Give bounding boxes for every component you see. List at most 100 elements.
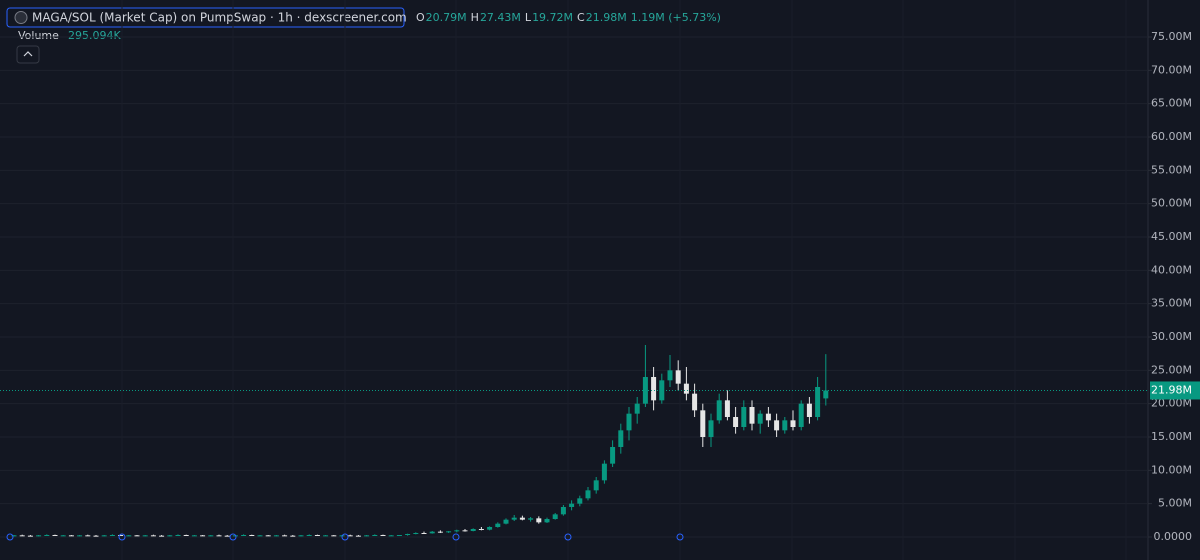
ohlc-key: O: [416, 11, 425, 24]
candle-body: [708, 420, 714, 437]
candle-body: [109, 535, 115, 536]
candle-body: [798, 403, 804, 427]
candle-body: [765, 413, 771, 421]
candle-body: [724, 400, 730, 417]
y-tick-label: 45.00M: [1151, 230, 1192, 243]
candle-body: [413, 533, 419, 534]
candle-body: [675, 370, 681, 384]
y-tick-label: 40.00M: [1151, 263, 1192, 276]
candle-body: [388, 535, 394, 537]
candle-body: [757, 413, 763, 424]
candle-body: [331, 535, 337, 537]
candle-body: [282, 535, 288, 537]
candle-body: [150, 535, 156, 537]
candle-body: [298, 535, 304, 537]
candle-body: [405, 534, 411, 535]
candle-body: [249, 535, 255, 536]
y-tick-label: 55.00M: [1151, 163, 1192, 176]
ohlc-key: L: [525, 11, 532, 24]
candle-body: [503, 519, 509, 524]
candle-body: [183, 535, 189, 536]
candle-body: [569, 503, 575, 507]
ohlc-key: C: [577, 11, 585, 24]
candle-body: [470, 529, 476, 531]
candle-body: [478, 529, 484, 530]
candle-body: [241, 535, 247, 536]
candle-body: [511, 517, 517, 520]
candle-body: [175, 535, 181, 536]
token-icon: [14, 11, 28, 24]
candle-body: [659, 380, 665, 401]
candle-body: [421, 533, 427, 534]
candle-body: [314, 535, 320, 536]
candle-body: [142, 535, 148, 537]
candle-body: [101, 535, 107, 537]
candle-body: [60, 535, 66, 537]
ohlc-value: 21.98M: [586, 11, 627, 24]
candle-body: [774, 420, 780, 431]
candle-body: [823, 390, 829, 399]
candle-body: [191, 535, 197, 537]
y-tick-label: 50.00M: [1151, 197, 1192, 210]
candle-body: [733, 417, 739, 427]
volume-label: Volume: [18, 29, 59, 42]
candle-body: [36, 535, 42, 537]
candle-body: [68, 535, 74, 537]
candle-body: [224, 535, 230, 537]
candle-body: [495, 523, 501, 527]
y-tick-label: 65.00M: [1151, 97, 1192, 110]
candle-body: [27, 535, 33, 537]
y-tick-label: 25.00M: [1151, 363, 1192, 376]
candle-body: [290, 535, 296, 537]
chart-title: MAGA/SOL (Market Cap) on PumpSwap · 1h ·…: [32, 11, 407, 25]
ohlc-value: 20.79M: [426, 11, 467, 24]
candle-body: [749, 407, 755, 424]
candle-body: [651, 377, 657, 401]
candle-body: [273, 535, 279, 537]
candle-body: [700, 410, 706, 437]
candle-body: [77, 535, 83, 537]
candle-body: [323, 535, 329, 537]
candle-body: [487, 527, 493, 530]
candle-body: [634, 403, 640, 414]
collapse-button[interactable]: [16, 45, 40, 64]
candle-body: [52, 535, 58, 536]
candle-body: [126, 535, 132, 537]
candle-body: [85, 535, 91, 537]
candle-body: [544, 519, 550, 523]
candle-body: [683, 383, 689, 394]
candle-body: [167, 535, 173, 537]
candle-body: [782, 420, 788, 431]
candle-body: [11, 535, 17, 537]
candle-body: [528, 518, 534, 520]
candle-body: [216, 535, 222, 537]
candle-body: [44, 535, 50, 536]
candle-body: [806, 403, 812, 417]
y-tick-label: 70.00M: [1151, 63, 1192, 76]
candle-body: [610, 447, 616, 464]
event-marker: [452, 533, 460, 541]
candle-body: [355, 535, 361, 537]
candle-body: [118, 535, 124, 536]
candle-body: [134, 535, 140, 537]
candle-body: [159, 535, 165, 537]
last-price-label: 21.98M: [1151, 383, 1192, 396]
candle-body: [601, 463, 607, 481]
ohlc-value: 19.72M: [532, 11, 573, 24]
candle-body: [716, 400, 722, 421]
volume-value: 295.094K: [68, 29, 121, 42]
ohlc-change: 1.19M (+5.73%): [631, 11, 721, 24]
candle-body: [93, 535, 99, 537]
candle-body: [446, 531, 452, 533]
y-tick-label: 10.00M: [1151, 463, 1192, 476]
candle-body: [593, 480, 599, 491]
y-tick-label: 75.00M: [1151, 30, 1192, 43]
event-marker: [564, 533, 572, 541]
candle-body: [536, 518, 542, 523]
candle-body: [815, 387, 821, 417]
candle-body: [437, 531, 443, 533]
event-marker: [341, 533, 349, 541]
candle-body: [396, 535, 402, 536]
